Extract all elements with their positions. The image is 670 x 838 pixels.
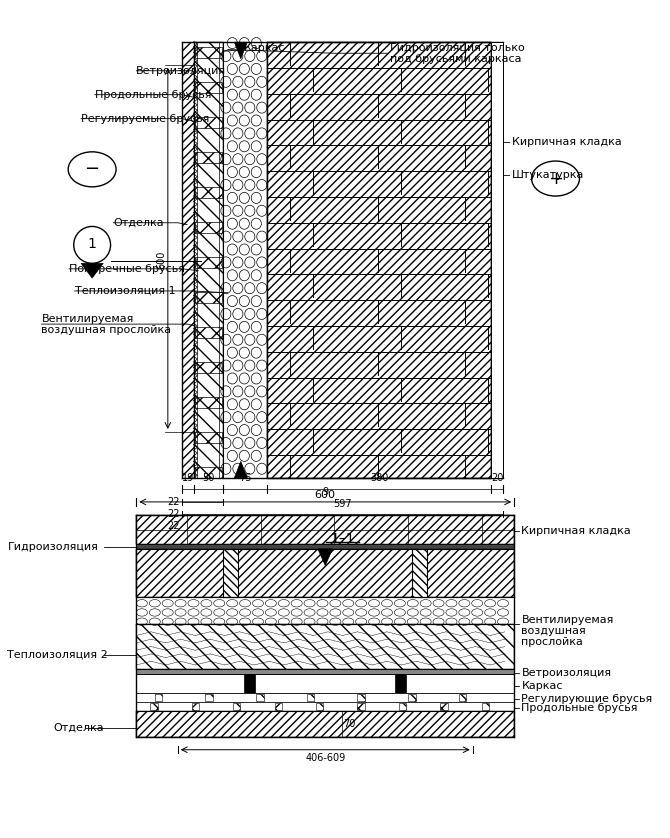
Bar bbox=[194, 257, 222, 268]
Bar bbox=[408, 694, 415, 701]
Bar bbox=[182, 42, 194, 478]
Bar bbox=[412, 549, 427, 597]
Bar bbox=[316, 703, 324, 710]
Bar bbox=[223, 549, 238, 597]
Bar bbox=[256, 694, 263, 701]
Bar bbox=[137, 711, 514, 737]
Ellipse shape bbox=[68, 152, 116, 187]
Text: Теплоизоляция 2: Теплоизоляция 2 bbox=[7, 649, 108, 660]
Text: воздушная: воздушная bbox=[521, 626, 586, 636]
Bar bbox=[194, 362, 222, 373]
Text: 1: 1 bbox=[88, 237, 96, 251]
Bar bbox=[137, 624, 514, 669]
Polygon shape bbox=[234, 462, 247, 478]
Bar bbox=[194, 432, 222, 443]
Text: +: + bbox=[548, 169, 563, 188]
Bar bbox=[267, 42, 491, 478]
Text: воздушная прослойка: воздушная прослойка bbox=[42, 324, 172, 334]
Polygon shape bbox=[318, 549, 332, 566]
Text: прослойка: прослойка bbox=[521, 637, 584, 647]
Bar bbox=[482, 703, 489, 710]
Bar bbox=[491, 42, 503, 478]
Bar bbox=[267, 42, 491, 478]
Bar bbox=[399, 703, 406, 710]
Bar bbox=[194, 47, 222, 58]
Bar bbox=[137, 515, 514, 545]
Text: 406-609: 406-609 bbox=[305, 753, 345, 763]
Bar bbox=[137, 545, 514, 549]
Ellipse shape bbox=[531, 161, 580, 196]
Bar bbox=[194, 467, 222, 478]
Bar bbox=[137, 711, 514, 737]
Text: 75: 75 bbox=[239, 473, 251, 483]
Text: Ветроизоляция: Ветроизоляция bbox=[137, 65, 226, 75]
Bar bbox=[194, 327, 222, 338]
Bar bbox=[358, 703, 365, 710]
Text: под брусьями каркаса: под брусьями каркаса bbox=[390, 54, 521, 64]
Bar bbox=[137, 549, 514, 597]
Bar bbox=[194, 397, 222, 408]
Polygon shape bbox=[81, 263, 103, 278]
Bar bbox=[137, 675, 514, 693]
Text: 50: 50 bbox=[202, 473, 214, 483]
Text: Кирпичная кладка: Кирпичная кладка bbox=[521, 526, 631, 536]
Text: Регулирующие брусья: Регулирующие брусья bbox=[521, 694, 653, 704]
Bar bbox=[440, 703, 448, 710]
Text: Теплоизоляция 1: Теплоизоляция 1 bbox=[74, 286, 176, 296]
Text: 597: 597 bbox=[334, 499, 352, 510]
Bar bbox=[194, 82, 222, 93]
Text: 20: 20 bbox=[491, 473, 503, 483]
Text: Каркас: Каркас bbox=[521, 681, 563, 691]
Bar bbox=[137, 669, 514, 675]
Bar bbox=[194, 152, 222, 163]
Bar bbox=[194, 187, 222, 198]
Text: Регулируемые брусья: Регулируемые брусья bbox=[81, 114, 210, 124]
Text: 600: 600 bbox=[156, 251, 166, 269]
Text: Штукатурка: Штукатурка bbox=[513, 170, 585, 180]
Bar bbox=[206, 694, 213, 701]
Bar bbox=[233, 703, 241, 710]
Circle shape bbox=[74, 226, 111, 263]
Bar bbox=[194, 222, 222, 233]
Bar bbox=[155, 694, 162, 701]
Text: Каркас: Каркас bbox=[244, 43, 285, 53]
Bar bbox=[137, 549, 514, 597]
Text: Продольные брусья: Продольные брусья bbox=[521, 703, 638, 713]
Bar bbox=[194, 42, 223, 478]
Bar bbox=[459, 694, 466, 701]
Text: 70: 70 bbox=[344, 719, 356, 729]
Text: 1–1: 1–1 bbox=[330, 532, 355, 546]
Bar bbox=[358, 694, 365, 701]
Bar bbox=[192, 703, 199, 710]
Text: Кирпичная кладка: Кирпичная кладка bbox=[513, 137, 622, 147]
Text: Отделка: Отделка bbox=[113, 218, 164, 228]
Text: 22: 22 bbox=[167, 509, 180, 519]
Bar bbox=[194, 292, 222, 303]
Polygon shape bbox=[234, 42, 247, 59]
Text: Отделка: Отделка bbox=[54, 722, 104, 732]
Text: Вентилируемая: Вентилируемая bbox=[42, 313, 134, 323]
Text: Поперечные брусья: Поперечные брусья bbox=[69, 264, 185, 274]
Bar bbox=[137, 515, 514, 545]
Text: Ветроизоляция: Ветроизоляция bbox=[521, 668, 612, 678]
Bar bbox=[275, 703, 282, 710]
Bar bbox=[194, 116, 222, 128]
Bar bbox=[137, 693, 514, 702]
Bar bbox=[150, 703, 157, 710]
Text: Вентилируемая: Вентилируемая bbox=[521, 615, 614, 625]
Text: −: − bbox=[84, 160, 100, 178]
Bar bbox=[395, 675, 406, 693]
Text: 9: 9 bbox=[323, 488, 329, 497]
Text: Гидроизоляция: Гидроизоляция bbox=[7, 542, 98, 552]
Bar bbox=[137, 702, 514, 711]
Bar bbox=[307, 694, 314, 701]
Text: 380: 380 bbox=[370, 473, 389, 483]
Text: 22: 22 bbox=[167, 521, 180, 530]
Text: 22: 22 bbox=[167, 497, 180, 507]
Text: Продольные брусья: Продольные брусья bbox=[95, 90, 212, 100]
Text: 600: 600 bbox=[315, 490, 336, 500]
Bar bbox=[244, 675, 255, 693]
Text: 19: 19 bbox=[182, 473, 194, 483]
Text: Гидроизоляция только: Гидроизоляция только bbox=[390, 43, 525, 53]
